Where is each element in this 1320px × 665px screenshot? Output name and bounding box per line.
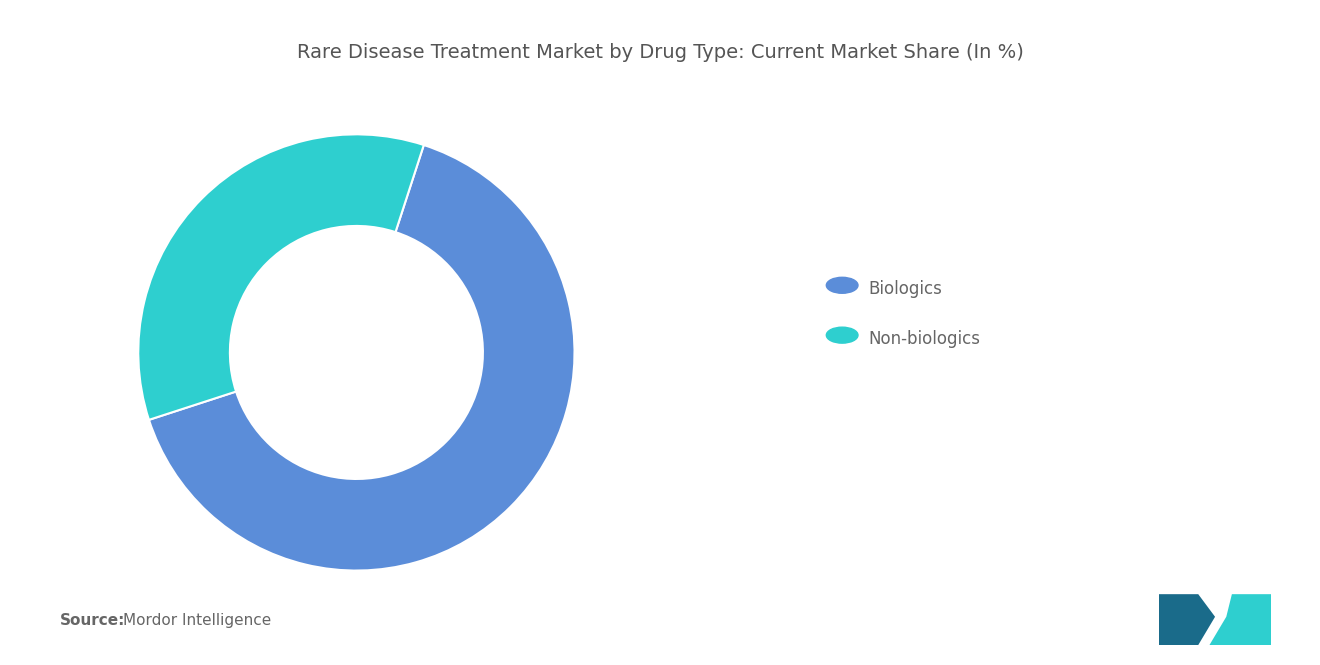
Text: Biologics: Biologics (869, 280, 942, 299)
Polygon shape (1209, 595, 1271, 645)
Text: Rare Disease Treatment Market by Drug Type: Current Market Share (In %): Rare Disease Treatment Market by Drug Ty… (297, 43, 1023, 63)
Text: Non-biologics: Non-biologics (869, 330, 981, 348)
Wedge shape (149, 145, 574, 571)
Polygon shape (1159, 595, 1214, 645)
Wedge shape (139, 134, 424, 420)
Text: Source:: Source: (59, 613, 125, 628)
Text: Mordor Intelligence: Mordor Intelligence (123, 613, 271, 628)
